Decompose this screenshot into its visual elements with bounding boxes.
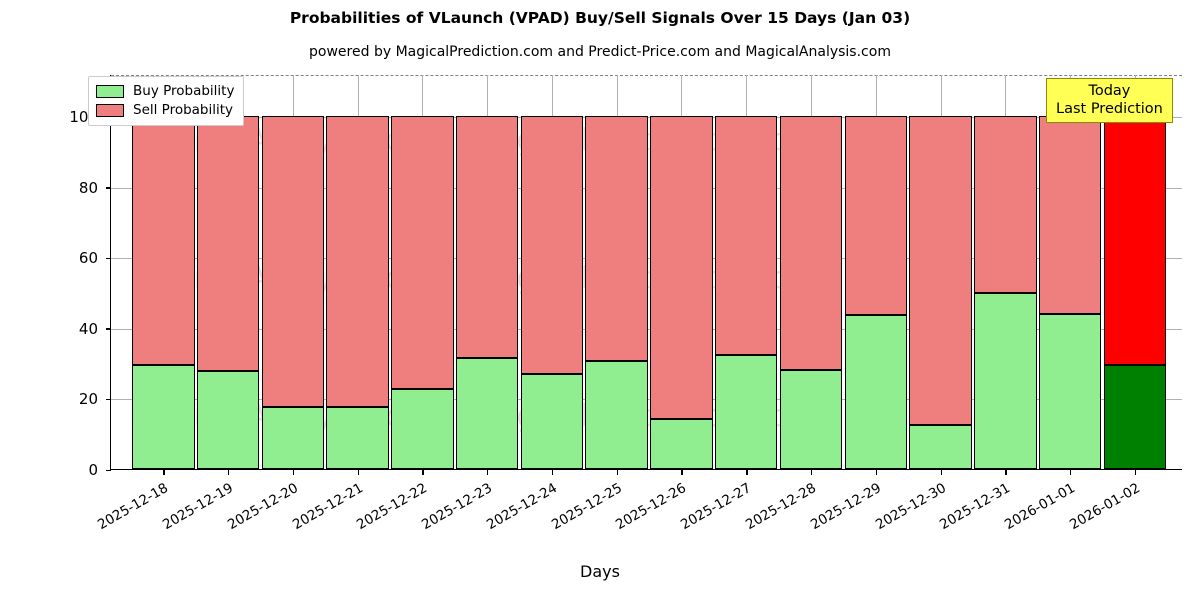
x-tick-mark bbox=[681, 470, 683, 475]
bar-group[interactable] bbox=[1038, 74, 1102, 469]
bar-segment-sell[interactable] bbox=[650, 116, 713, 419]
legend-item[interactable]: Sell Probability bbox=[96, 101, 234, 120]
bar-group[interactable] bbox=[1103, 74, 1167, 469]
y-tick-label: 60 bbox=[78, 249, 98, 268]
bar-segment-sell[interactable] bbox=[326, 116, 389, 407]
page-title: Probabilities of VLaunch (VPAD) Buy/Sell… bbox=[289, 9, 911, 27]
bar-group[interactable] bbox=[844, 74, 907, 469]
bar-segment-sell[interactable] bbox=[585, 116, 648, 362]
legend-label: Sell Probability bbox=[133, 102, 234, 118]
bar-segment-sell[interactable] bbox=[455, 116, 519, 359]
bar-segment-buy[interactable] bbox=[585, 361, 648, 469]
legend: Buy Probability Sell Probability bbox=[88, 76, 245, 126]
x-tick-mark bbox=[228, 470, 230, 475]
x-tick-mark bbox=[616, 470, 618, 475]
bar-segment-sell[interactable] bbox=[909, 116, 972, 426]
x-tick-mark bbox=[357, 470, 359, 475]
y-tick-label: 20 bbox=[78, 390, 98, 409]
bar-segment-buy[interactable] bbox=[650, 418, 713, 469]
plot-area: MagicalAnalysis.comMagicalPrediction.com… bbox=[69, 74, 1182, 533]
legend-item[interactable]: Buy Probability bbox=[96, 82, 234, 101]
bar-group[interactable] bbox=[261, 74, 325, 469]
bar-group[interactable] bbox=[132, 74, 195, 469]
x-tick-mark bbox=[551, 470, 554, 475]
bar-group[interactable] bbox=[585, 74, 648, 469]
bar-segment-buy[interactable] bbox=[779, 370, 843, 469]
bar-segment-buy[interactable] bbox=[974, 292, 1037, 469]
bar-group[interactable] bbox=[196, 74, 260, 469]
bar-segment-buy[interactable] bbox=[132, 365, 195, 469]
bar-segment-sell[interactable] bbox=[261, 116, 325, 407]
bar-segment-buy[interactable] bbox=[714, 355, 778, 469]
x-tick-mark bbox=[1134, 470, 1137, 475]
x-axis-label: Days bbox=[580, 562, 620, 581]
bar-segment-sell[interactable] bbox=[714, 116, 778, 356]
bar-segment-buy[interactable] bbox=[261, 406, 325, 469]
y-tick-mark bbox=[106, 257, 111, 260]
x-tick-mark bbox=[487, 470, 489, 475]
bar-group[interactable] bbox=[391, 74, 454, 469]
y-tick-label: 80 bbox=[78, 178, 98, 197]
y-tick-mark bbox=[106, 187, 111, 189]
bar-segment-buy[interactable] bbox=[455, 358, 519, 469]
today-annotation-line2: Last Prediction bbox=[1056, 101, 1163, 117]
y-tick-mark bbox=[106, 469, 111, 471]
chart-subtitle: powered by MagicalPrediction.com and Pre… bbox=[309, 44, 891, 60]
bar-segment-sell[interactable] bbox=[779, 116, 843, 371]
legend-swatch-icon bbox=[96, 85, 124, 98]
reference-line bbox=[111, 75, 1182, 76]
bar-segment-buy[interactable] bbox=[520, 374, 584, 469]
x-tick-mark bbox=[810, 470, 813, 475]
bar-segment-sell[interactable] bbox=[1103, 116, 1167, 365]
bar-group[interactable] bbox=[455, 74, 519, 469]
x-tick-mark bbox=[292, 470, 295, 475]
today-annotation-line1: Today bbox=[1088, 83, 1131, 99]
bar-group[interactable] bbox=[650, 74, 713, 469]
y-tick-label: 0 bbox=[88, 461, 98, 479]
bar-segment-buy[interactable] bbox=[326, 406, 389, 469]
x-tick-mark bbox=[422, 470, 424, 475]
bar-segment-buy[interactable] bbox=[1038, 313, 1102, 469]
today-annotation: Today Last Prediction bbox=[1046, 78, 1173, 123]
x-tick-mark bbox=[1005, 470, 1007, 475]
bar-group[interactable] bbox=[714, 74, 778, 469]
x-tick-mark bbox=[163, 470, 165, 475]
y-tick-mark bbox=[106, 328, 111, 330]
bar-segment-sell[interactable] bbox=[520, 116, 584, 375]
bar-segment-sell[interactable] bbox=[844, 116, 907, 315]
bar-group[interactable] bbox=[326, 74, 389, 469]
x-tick-mark bbox=[746, 470, 748, 475]
bar-group[interactable] bbox=[520, 74, 584, 469]
bar-segment-buy[interactable] bbox=[1103, 364, 1167, 469]
bar-segment-buy[interactable] bbox=[909, 425, 972, 469]
legend-label: Buy Probability bbox=[133, 83, 235, 99]
bar-segment-sell[interactable] bbox=[391, 116, 454, 390]
bar-group[interactable] bbox=[909, 74, 972, 469]
y-tick-label: 40 bbox=[78, 319, 98, 338]
bar-segment-buy[interactable] bbox=[196, 371, 260, 469]
y-tick-mark bbox=[106, 398, 111, 401]
x-tick-mark bbox=[940, 470, 942, 475]
bar-segment-sell[interactable] bbox=[196, 116, 260, 372]
x-tick-mark bbox=[1070, 470, 1072, 475]
bar-segment-sell[interactable] bbox=[132, 116, 195, 366]
x-tick-mark bbox=[875, 470, 878, 475]
bar-segment-sell[interactable] bbox=[974, 116, 1037, 293]
bar-group[interactable] bbox=[779, 74, 843, 469]
bar-segment-buy[interactable] bbox=[391, 389, 454, 469]
bar-segment-sell[interactable] bbox=[1038, 116, 1102, 314]
bar-group[interactable] bbox=[974, 74, 1037, 469]
legend-swatch-icon bbox=[96, 104, 124, 117]
bar-segment-buy[interactable] bbox=[844, 314, 907, 469]
